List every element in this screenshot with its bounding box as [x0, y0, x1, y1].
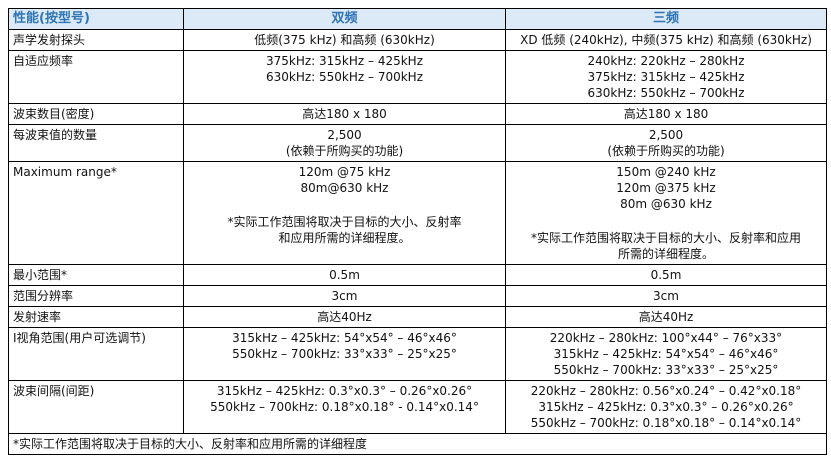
value-line: 0.5m	[329, 268, 360, 282]
value-line: 120m @375 kHz	[616, 181, 716, 195]
value-line: 550kHz – 700kHz: 33°x33° – 25°x25°	[232, 347, 457, 361]
row-label: 最小范围*	[8, 264, 184, 286]
value-cell: 高达180 x 180	[183, 103, 506, 125]
note-line: 和应用所需的详细程度。	[278, 231, 411, 245]
value-line: 0.5m	[650, 268, 682, 282]
row-label: 每波束值的数量	[8, 124, 184, 162]
value-cell: 150m @240 kHz 120m @375 kHz 80m @630 kHz *实…	[505, 161, 827, 265]
note-line: 所需的详细程度。	[617, 247, 714, 261]
value-line: 150m @240 kHz	[616, 165, 716, 179]
value-line: 240kHz: 220kHz – 280kHz	[587, 54, 745, 68]
row-label: I视角范围(用户可选调节)	[8, 327, 184, 381]
row-label: 波束间隔(间距)	[8, 380, 184, 434]
value-cell: 高达40Hz	[505, 306, 827, 328]
value-line: 630kHz: 550kHz – 700kHz	[587, 86, 745, 100]
value-line: 375kHz: 315kHz – 425kHz	[265, 54, 423, 68]
value-cell: 315kHz – 425kHz: 54°x54° – 46°x46° 550kHz…	[183, 327, 506, 381]
value-cell: 3cm	[505, 285, 827, 307]
value-line: 3cm	[331, 289, 358, 303]
value-line: 高达40Hz	[638, 310, 694, 324]
table-row: 发射速率 高达40Hz 高达40Hz	[8, 306, 827, 328]
value-cell: 220kHz – 280kHz: 100°x44° – 76°x33° 315kH…	[505, 327, 827, 381]
value-line: 375kHz: 315kHz – 425kHz	[587, 70, 745, 84]
row-label: 自适应频率	[8, 50, 184, 104]
value-line: 低频(375 kHz) 和高频 (630kHz)	[254, 33, 435, 47]
table-row: I视角范围(用户可选调节) 315kHz – 425kHz: 54°x54° – …	[8, 327, 827, 381]
table-row: 波束间隔(间距) 315kHz – 425kHz: 0.3°x0.3° – 0.2…	[8, 380, 827, 434]
header-cell: 性能(按型号)	[8, 8, 184, 30]
row-label: 声学发射探头	[8, 29, 184, 51]
cell-note: *实际工作范围将取决于目标的大小、反射率和应用所需的详细程度。	[188, 214, 501, 246]
value-line: 高达40Hz	[317, 310, 372, 324]
table-row: 波束数目(密度) 高达180 x 180 高达180 x 180	[8, 103, 827, 125]
value-line: 550kHz – 700kHz: 0.18°x0.18° – 0.14°x0.1…	[530, 416, 802, 430]
table-row: 最小范围* 0.5m 0.5m	[8, 264, 827, 286]
value-line: 315kHz – 425kHz: 54°x54° – 46°x46°	[232, 331, 457, 345]
value-cell: 120m @75 kHz 80m@630 kHz *实际工作范围将取决于目标的大小、…	[183, 161, 506, 265]
value-line: 120m @75 kHz	[298, 165, 391, 179]
value-line: 550kHz – 700kHz: 0.18°x0.18° - 0.14°x0.1…	[210, 400, 479, 414]
header-cell: 三频	[505, 8, 827, 30]
cell-note: *实际工作范围将取决于目标的大小、反射率和应用所需的详细程度。	[510, 230, 822, 262]
header-cell: 双频	[183, 8, 506, 30]
table-row: 自适应频率 375kHz: 315kHz – 425kHz 630kHz: 550k…	[8, 50, 827, 104]
footnote: *实际工作范围将取决于目标的大小、反射率和应用所需的详细程度	[8, 433, 827, 455]
value-line: 80m @630 kHz	[620, 197, 712, 211]
row-label: 发射速率	[8, 306, 184, 328]
header-row: 性能(按型号) 双频 三频	[8, 8, 827, 30]
value-cell: 0.5m	[505, 264, 827, 286]
table-row: Maximum range* 120m @75 kHz 80m@630 kHz *实际…	[8, 161, 827, 265]
value-line: (依赖于所购买的功能)	[285, 144, 404, 158]
row-label: Maximum range*	[8, 161, 184, 265]
row-label: 波束数目(密度)	[8, 103, 184, 125]
value-line: 630kHz: 550kHz – 700kHz	[265, 70, 423, 84]
value-line: XD 低频 (240kHz), 中频(375 kHz) 和高频 (630kHz)	[520, 33, 812, 47]
table-row: 每波束值的数量 2,500 (依赖于所购买的功能) 2,500 (依赖于所购买的功能)	[8, 124, 827, 162]
value-line: (依赖于所购买的功能)	[607, 144, 725, 158]
value-cell: 2,500 (依赖于所购买的功能)	[183, 124, 506, 162]
value-line: 550kHz – 700kHz: 33°x33° – 25°x25°	[553, 363, 779, 377]
value-cell: 3cm	[183, 285, 506, 307]
table-row: 声学发射探头 低频(375 kHz) 和高频 (630kHz) XD 低频 (240…	[8, 29, 827, 51]
value-cell: 低频(375 kHz) 和高频 (630kHz)	[183, 29, 506, 51]
value-line: 高达180 x 180	[302, 107, 387, 121]
value-line: 80m@630 kHz	[300, 181, 389, 195]
value-cell: 2,500 (依赖于所购买的功能)	[505, 124, 827, 162]
note-line: *实际工作范围将取决于目标的大小、反射率	[227, 215, 462, 229]
value-cell: 375kHz: 315kHz – 425kHz 630kHz: 550kHz – …	[183, 50, 506, 104]
value-line: 2,500	[648, 128, 684, 142]
table-row: 范围分辨率 3cm 3cm	[8, 285, 827, 307]
value-cell: XD 低频 (240kHz), 中频(375 kHz) 和高频 (630kHz)	[505, 29, 827, 51]
value-cell: 0.5m	[183, 264, 506, 286]
footnote-row: *实际工作范围将取决于目标的大小、反射率和应用所需的详细程度	[8, 433, 827, 455]
row-label: 范围分辨率	[8, 285, 184, 307]
value-line: 315kHz – 425kHz: 0.3°x0.3° – 0.26°x0.26°	[538, 400, 794, 414]
value-line: 高达180 x 180	[623, 107, 709, 121]
table-body: 声学发射探头 低频(375 kHz) 和高频 (630kHz) XD 低频 (240…	[8, 29, 827, 455]
value-line: 2,500	[327, 128, 362, 142]
value-cell: 315kHz – 425kHz: 0.3°x0.3° – 0.26°x0.26°…	[183, 380, 506, 434]
value-line: 220kHz – 280kHz: 0.56°x0.24° – 0.42°x0.1…	[530, 384, 802, 398]
value-line: 220kHz – 280kHz: 100°x44° – 76°x33°	[549, 331, 783, 345]
value-cell: 高达40Hz	[183, 306, 506, 328]
value-cell: 高达180 x 180	[505, 103, 827, 125]
spec-table: 性能(按型号) 双频 三频 声学发射探头 低频(375 kHz) 和高频 (630…	[8, 8, 827, 455]
value-cell: 220kHz – 280kHz: 0.56°x0.24° – 0.42°x0.1…	[505, 380, 827, 434]
value-line: 315kHz – 425kHz: 0.3°x0.3° – 0.26°x0.26°	[216, 384, 473, 398]
note-line: *实际工作范围将取决于目标的大小、反射率和应用	[530, 231, 801, 245]
value-cell: 240kHz: 220kHz – 280kHz 375kHz: 315kHz – …	[505, 50, 827, 104]
value-line: 315kHz – 425kHz: 54°x54° – 46°x46°	[553, 347, 779, 361]
value-line: 3cm	[653, 289, 679, 303]
